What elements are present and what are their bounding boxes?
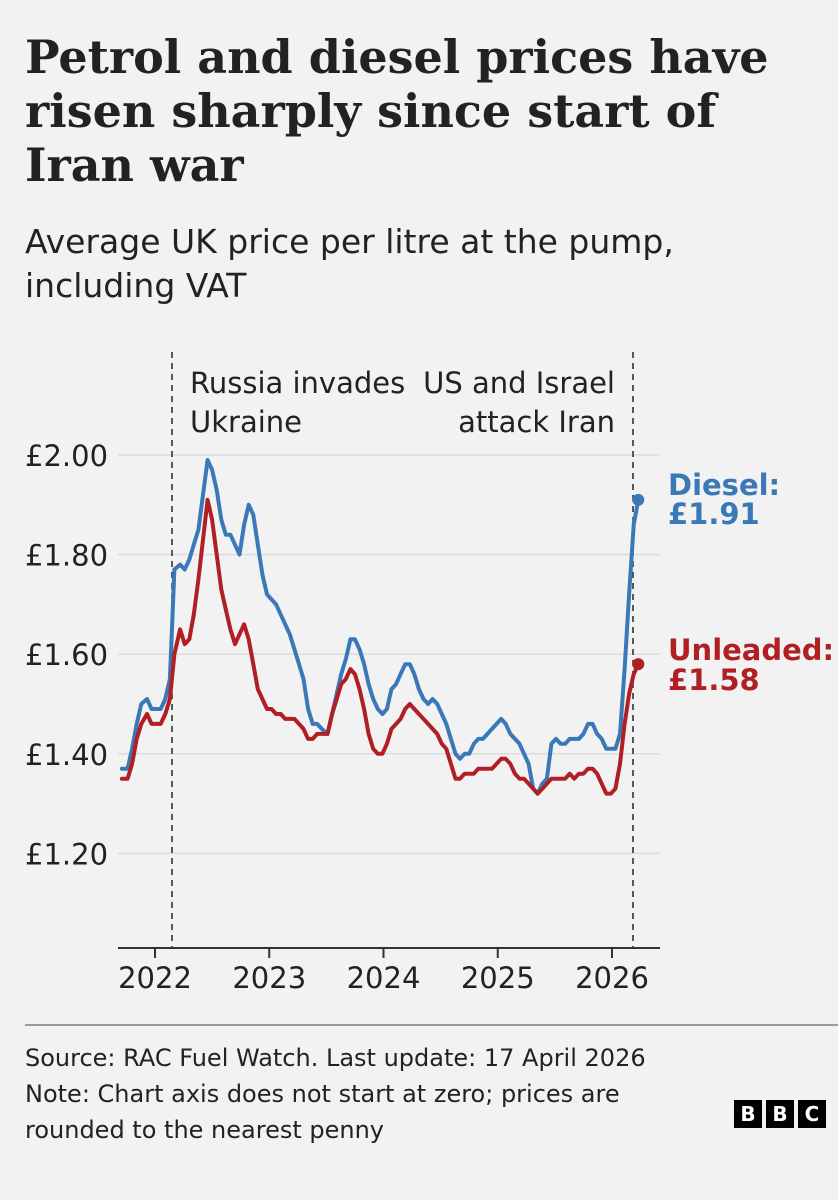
footer-divider [25, 1024, 838, 1026]
event-label: attack Iran [458, 405, 615, 439]
y-tick-label: £1.40 [25, 738, 108, 772]
event-label: Russia invades [190, 366, 405, 400]
source-note: Source: RAC Fuel Watch. Last update: 17 … [25, 1044, 646, 1072]
series-end-value: £1.91 [668, 497, 760, 531]
x-tick-label: 2022 [118, 961, 192, 995]
series-endpoint-unleaded [632, 658, 645, 671]
series-endpoint-diesel [632, 493, 645, 506]
line-chart: £2.00 £1.80 £1.60 £1.40 £1.20 2022 2023 2024 202… [25, 352, 834, 995]
event-label: Ukraine [190, 405, 302, 439]
x-tick-label: 2025 [461, 961, 535, 995]
event-label: US and Israel [423, 366, 615, 400]
series-end-label: Diesel: [668, 468, 780, 502]
y-tick-label: £1.80 [25, 539, 108, 573]
bbc-logo-letter: B [734, 1100, 762, 1128]
bbc-logo-letter: B [766, 1100, 794, 1128]
chart-title: Petrol and diesel prices have risen shar… [25, 30, 769, 192]
x-tick-label: 2024 [347, 961, 421, 995]
x-tick-label: 2023 [232, 961, 306, 995]
footer: Source: RAC Fuel Watch. Last update: 17 … [25, 1040, 695, 1148]
axis-note: Note: Chart axis does not start at zero;… [25, 1080, 620, 1144]
series-line-unleaded [119, 497, 641, 796]
series-line-diesel [119, 458, 641, 796]
y-tick-label: £2.00 [25, 439, 108, 473]
bbc-logo-letter: C [798, 1100, 826, 1128]
x-tick-label: 2026 [575, 961, 649, 995]
series-end-value: £1.58 [668, 663, 760, 697]
series-end-label: Unleaded: [668, 633, 834, 667]
bbc-logo: B B C [734, 1100, 826, 1128]
y-tick-label: £1.20 [25, 837, 108, 871]
chart-subtitle: Average UK price per litre at the pump, … [25, 222, 674, 305]
y-tick-label: £1.60 [25, 638, 108, 672]
